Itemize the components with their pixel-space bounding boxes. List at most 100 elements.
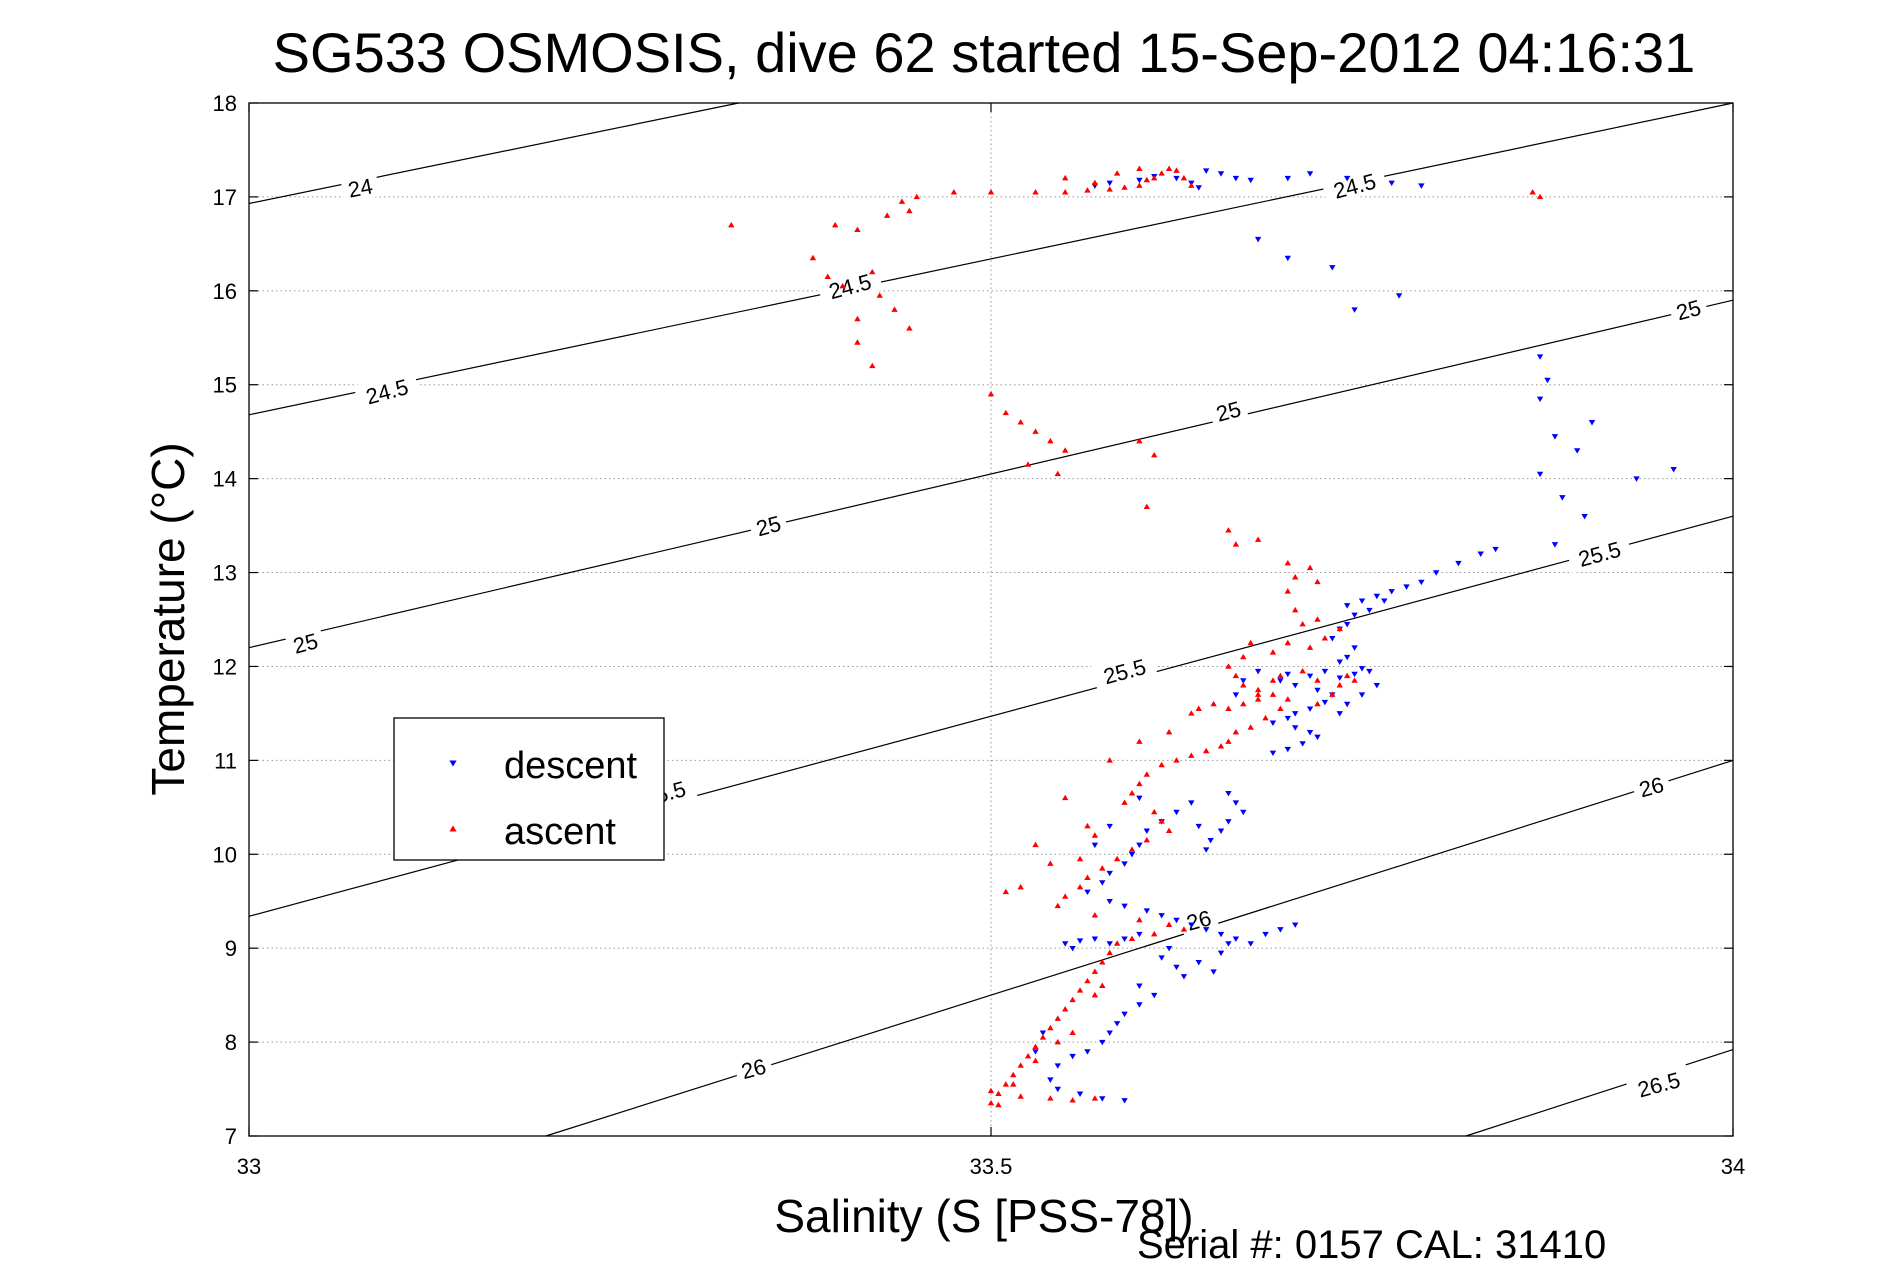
contour-label-bg bbox=[1630, 768, 1672, 803]
ascent-point bbox=[1128, 935, 1136, 942]
contour-label-bg bbox=[747, 507, 789, 542]
data-points bbox=[728, 165, 1677, 1108]
descent-point bbox=[1254, 236, 1262, 243]
ascent-point bbox=[1047, 1024, 1054, 1031]
y-tick-label: 12 bbox=[213, 654, 237, 679]
ascent-point bbox=[1106, 757, 1113, 763]
density-contours: 2424.524.524.52525252525.525.525.5262626… bbox=[248, 102, 1734, 1137]
descent-point bbox=[1358, 692, 1366, 698]
ascent-point bbox=[1010, 1071, 1017, 1078]
ascent-point bbox=[1024, 461, 1032, 467]
descent-point bbox=[1373, 682, 1381, 689]
descent-point bbox=[1106, 1030, 1113, 1036]
ascent-point bbox=[1017, 1093, 1024, 1099]
ascent-point bbox=[1143, 771, 1151, 777]
ascent-point bbox=[1054, 470, 1061, 477]
contour-label-bg bbox=[1321, 164, 1388, 206]
ascent-point bbox=[1091, 179, 1099, 186]
ascent-point bbox=[1054, 1038, 1061, 1045]
ascent-point bbox=[1076, 855, 1084, 862]
ascent-point bbox=[1336, 625, 1343, 632]
y-tick-label: 17 bbox=[213, 185, 237, 210]
descent-point bbox=[1633, 476, 1640, 482]
descent-point bbox=[1343, 621, 1351, 628]
x-tick-label: 34 bbox=[1721, 1154, 1745, 1179]
descent-point bbox=[1588, 420, 1596, 426]
ascent-point bbox=[728, 221, 735, 228]
ascent-point bbox=[1240, 682, 1247, 688]
ascent-point bbox=[854, 315, 861, 322]
ascent-point bbox=[1032, 428, 1039, 434]
descent-point bbox=[1091, 936, 1099, 942]
ascent-point bbox=[1284, 588, 1291, 594]
ascent-point bbox=[1225, 705, 1232, 711]
descent-point bbox=[1306, 729, 1314, 736]
ascent-point bbox=[1039, 1034, 1047, 1040]
descent-point bbox=[1358, 598, 1366, 604]
ascent-point bbox=[876, 292, 883, 298]
descent-point bbox=[1351, 671, 1358, 678]
legend-box bbox=[393, 717, 665, 861]
ascent-point bbox=[1062, 447, 1069, 453]
ascent-point bbox=[1091, 968, 1099, 974]
ascent-point bbox=[1091, 1095, 1099, 1101]
ascent-point bbox=[1292, 574, 1299, 580]
ascent-point bbox=[1062, 1006, 1069, 1012]
contour-label-bg bbox=[1090, 649, 1158, 691]
descent-point bbox=[1225, 941, 1232, 947]
descent-point bbox=[1351, 645, 1358, 651]
ascent-point bbox=[1136, 916, 1143, 923]
ascent-point bbox=[1284, 559, 1291, 566]
contour-line-26.5 bbox=[1465, 1049, 1734, 1137]
ascent-point bbox=[1084, 874, 1091, 880]
contour-label-bg bbox=[284, 624, 326, 660]
ascent-point bbox=[1158, 170, 1165, 176]
ascent-point bbox=[1306, 644, 1314, 650]
descent-point bbox=[1536, 354, 1544, 360]
ascent-point bbox=[1113, 940, 1121, 946]
ascent-point bbox=[1010, 1081, 1017, 1087]
ascent-point bbox=[1254, 536, 1262, 542]
ascent-point bbox=[995, 1090, 1002, 1096]
ascent-point bbox=[1158, 761, 1165, 768]
descent-point bbox=[1136, 177, 1143, 184]
descent-point bbox=[1284, 715, 1291, 722]
descent-point bbox=[1217, 931, 1225, 938]
descent-point bbox=[1232, 936, 1240, 942]
descent-point bbox=[1573, 448, 1581, 454]
ascent-point bbox=[869, 268, 876, 275]
legend-items: descent ascent bbox=[449, 745, 638, 853]
contour-label-bg bbox=[353, 369, 421, 411]
contour-label-bg bbox=[1207, 392, 1249, 428]
descent-point bbox=[1358, 666, 1366, 672]
ascent-point bbox=[1262, 714, 1269, 721]
ascent-point bbox=[1099, 982, 1106, 988]
ascent-point bbox=[1047, 1095, 1054, 1101]
ascent-point bbox=[1188, 710, 1195, 716]
ascent-point bbox=[1210, 700, 1217, 707]
ascent-point bbox=[1225, 738, 1232, 744]
ascent-point bbox=[1292, 606, 1299, 613]
ascent-point bbox=[1047, 437, 1054, 444]
ascent-point bbox=[1247, 724, 1254, 730]
descent-point bbox=[1536, 471, 1544, 478]
descent-point bbox=[1492, 546, 1499, 553]
descent-point bbox=[1069, 1053, 1076, 1060]
ascent-point bbox=[1151, 174, 1158, 181]
contour-label-bg bbox=[1565, 532, 1633, 574]
ascent-point bbox=[1128, 846, 1136, 852]
ascent-point bbox=[1128, 790, 1136, 796]
legend: descent ascent bbox=[393, 717, 665, 861]
ascent-point bbox=[1002, 1081, 1010, 1087]
ascent-point bbox=[1024, 1052, 1032, 1059]
ascent-point bbox=[1032, 841, 1039, 848]
descent-point bbox=[1202, 927, 1210, 933]
ascent-point bbox=[1240, 700, 1247, 707]
ascent-point bbox=[1032, 1043, 1039, 1050]
descent-point bbox=[1106, 898, 1113, 905]
ascent-point bbox=[1151, 930, 1158, 937]
ascent-point bbox=[1232, 728, 1240, 735]
ascent-point bbox=[854, 226, 861, 233]
ascent-point bbox=[1343, 672, 1351, 679]
